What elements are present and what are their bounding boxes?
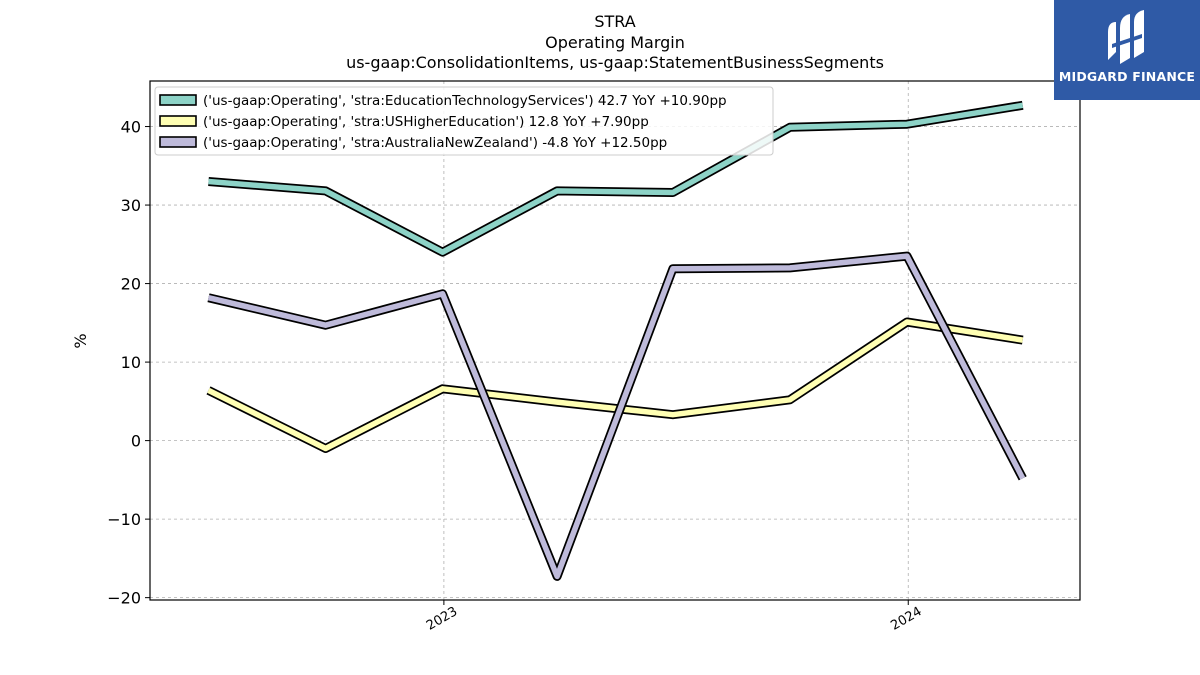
- legend-label: ('us-gaap:Operating', 'stra:USHigherEduc…: [203, 114, 649, 130]
- y-tick-label: 0: [131, 432, 141, 451]
- chart-subtitle-segments: us-gaap:ConsolidationItems, us-gaap:Stat…: [346, 53, 884, 72]
- y-tick-label: 20: [121, 275, 141, 294]
- legend-label: ('us-gaap:Operating', 'stra:AustraliaNew…: [203, 135, 667, 151]
- legend-swatch: [159, 94, 197, 106]
- y-tick-label: 10: [121, 353, 141, 372]
- series-3: [207, 251, 1027, 581]
- y-tick-label: −20: [107, 589, 141, 608]
- chart-subtitle: Operating Margin: [545, 33, 685, 52]
- y-tick-label: 40: [121, 118, 141, 137]
- y-axis-ticks: 40 30 20 10 0 −10 −20: [107, 118, 150, 608]
- y-axis-label: %: [71, 333, 90, 348]
- legend-label: ('us-gaap:Operating', 'stra:EducationTec…: [203, 93, 727, 109]
- midgard-logo-icon: [1108, 10, 1144, 64]
- legend: ('us-gaap:Operating', 'stra:EducationTec…: [154, 86, 774, 156]
- series-line: [207, 319, 1024, 452]
- x-axis-ticks: 2023 2024: [424, 600, 925, 634]
- series-line: [207, 253, 1026, 580]
- x-tick-label: 2024: [888, 604, 924, 634]
- legend-swatch: [159, 115, 197, 127]
- plot-area-frame: [149, 80, 1081, 601]
- series-1: [208, 100, 1024, 257]
- logo-text: MIDGARD FINANCE: [1058, 69, 1196, 84]
- chart-title: STRA: [594, 12, 635, 31]
- y-tick-label: 30: [121, 196, 141, 215]
- midgard-finance-logo: MIDGARD FINANCE: [1054, 0, 1200, 100]
- legend-frame: [154, 86, 774, 156]
- y-tick-label: −10: [107, 510, 141, 529]
- series-lines: [206, 100, 1027, 581]
- series-line: [208, 102, 1024, 255]
- series-2: [206, 317, 1024, 453]
- grid: [150, 81, 1080, 600]
- x-tick-label: 2023: [424, 604, 460, 634]
- legend-swatch: [159, 136, 197, 148]
